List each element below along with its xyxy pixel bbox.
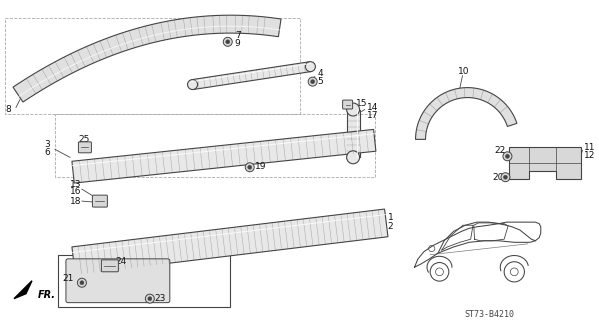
Text: 12: 12: [585, 151, 596, 160]
Circle shape: [223, 37, 232, 46]
Text: 8: 8: [5, 105, 11, 114]
Polygon shape: [347, 109, 359, 157]
Text: 20: 20: [492, 173, 504, 182]
Text: 11: 11: [585, 143, 596, 152]
Circle shape: [148, 297, 152, 301]
Text: 21: 21: [62, 274, 73, 283]
Polygon shape: [13, 15, 281, 102]
Circle shape: [501, 173, 510, 182]
Text: 4: 4: [317, 69, 323, 78]
Text: 22: 22: [494, 146, 506, 155]
Circle shape: [308, 77, 317, 86]
Circle shape: [311, 80, 314, 84]
Circle shape: [503, 152, 512, 161]
Polygon shape: [192, 62, 311, 90]
Text: 13: 13: [70, 180, 81, 189]
Text: 16: 16: [70, 187, 81, 196]
Text: 10: 10: [458, 67, 469, 76]
Text: 18: 18: [70, 196, 81, 206]
Circle shape: [245, 163, 254, 172]
Circle shape: [80, 281, 84, 285]
Text: 25: 25: [78, 135, 89, 144]
Text: FR.: FR.: [38, 290, 56, 300]
FancyBboxPatch shape: [66, 259, 170, 303]
Circle shape: [248, 165, 252, 169]
Circle shape: [305, 62, 316, 72]
Text: 9: 9: [235, 39, 240, 48]
Text: 23: 23: [155, 294, 166, 303]
Text: 15: 15: [356, 99, 367, 108]
Text: 2: 2: [388, 222, 393, 231]
Polygon shape: [72, 209, 388, 275]
FancyBboxPatch shape: [92, 195, 107, 207]
FancyBboxPatch shape: [343, 100, 353, 109]
Polygon shape: [72, 129, 376, 183]
Circle shape: [503, 175, 507, 179]
Text: 24: 24: [115, 257, 126, 266]
FancyBboxPatch shape: [78, 142, 92, 153]
Circle shape: [146, 294, 155, 303]
Circle shape: [347, 151, 359, 164]
Text: 6: 6: [44, 148, 50, 157]
Text: 3: 3: [44, 140, 50, 149]
FancyBboxPatch shape: [101, 260, 119, 272]
Text: 14: 14: [367, 103, 378, 112]
Polygon shape: [509, 147, 582, 179]
Circle shape: [187, 80, 198, 90]
Polygon shape: [14, 281, 32, 299]
Circle shape: [506, 154, 510, 158]
Circle shape: [77, 278, 86, 287]
Circle shape: [226, 40, 230, 44]
Text: 1: 1: [388, 212, 394, 221]
Text: 5: 5: [317, 77, 323, 86]
Text: 7: 7: [235, 31, 240, 40]
Polygon shape: [416, 88, 517, 140]
Text: 19: 19: [255, 162, 266, 171]
Text: 17: 17: [367, 111, 378, 120]
Text: ST73-B4210: ST73-B4210: [464, 310, 515, 319]
Circle shape: [347, 103, 359, 116]
